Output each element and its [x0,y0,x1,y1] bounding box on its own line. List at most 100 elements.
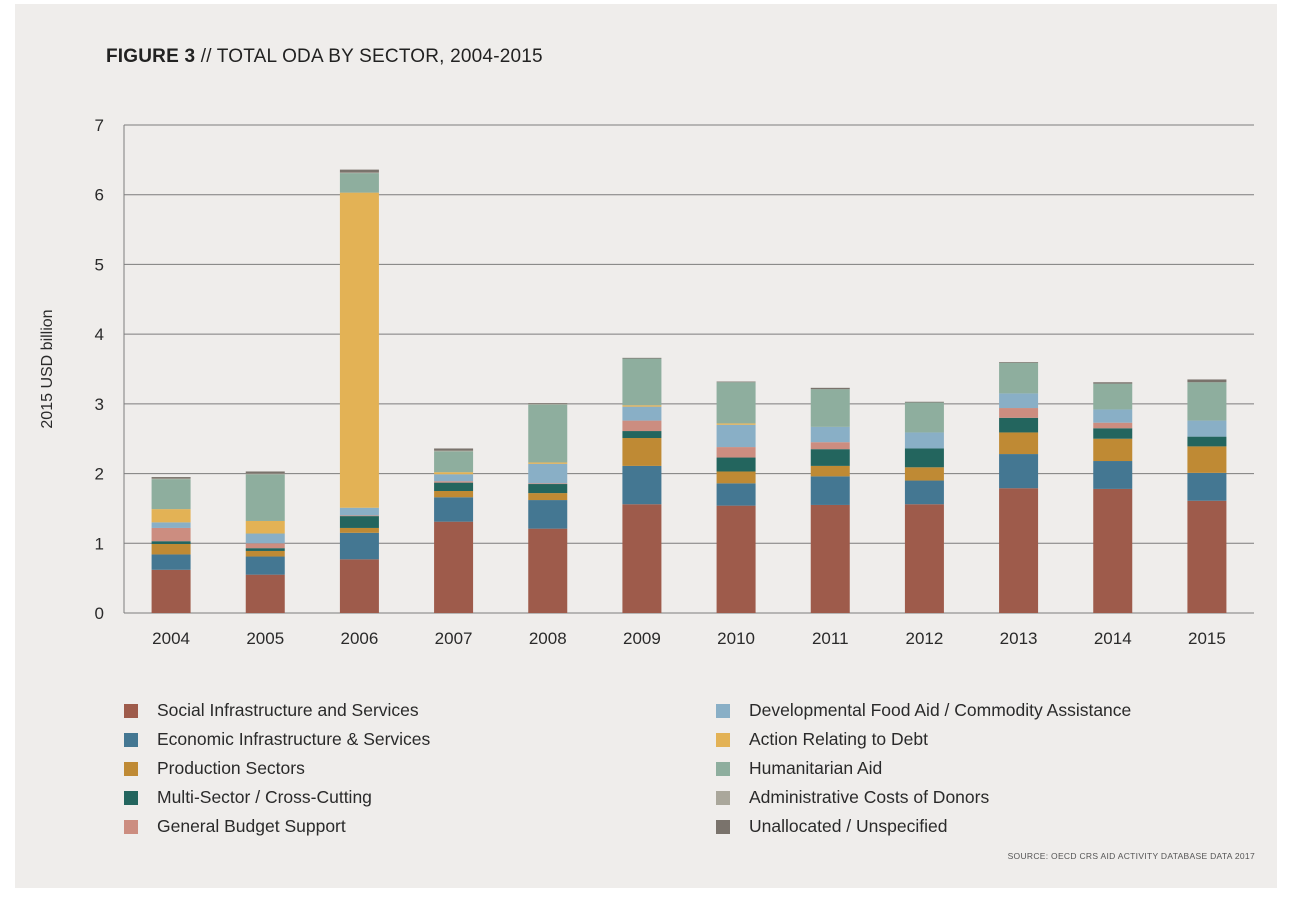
legend-item: Production Sectors [124,754,430,783]
legend-label: Production Sectors [157,758,305,778]
bar-segment [245,533,285,544]
bar-segment [245,543,285,549]
bar-segment [1093,428,1133,439]
y-tick-label: 4 [95,325,104,344]
bar-segment [434,482,474,491]
bar-segment [904,402,944,433]
bar-segment [716,447,756,458]
legend-swatch [716,819,730,834]
bar-segment [245,556,285,575]
bar-segment [1093,382,1133,384]
y-tick-label: 3 [95,395,104,414]
legend-item: Developmental Food Aid / Commodity Assis… [716,696,1131,725]
figure-title: FIGURE 3 // TOTAL ODA BY SECTOR, 2004-20… [106,46,543,68]
bar-segment [810,504,850,613]
bar-segment [1187,446,1227,473]
bar-segment [528,484,568,494]
bar-segment [528,403,568,404]
bar-segment [716,457,756,472]
legend-item: Social Infrastructure and Services [124,696,430,725]
bar-segment [434,491,474,498]
legend-label: General Budget Support [157,816,346,836]
bar-segment [245,474,285,521]
bar-segment [810,387,850,390]
bar-segment [151,569,191,613]
bar-segment [528,500,568,529]
legend-label: Social Infrastructure and Services [157,700,419,720]
bar-segment [245,520,285,534]
bar-segment [434,450,474,452]
bar-segment [151,479,191,510]
bar-segment [904,467,944,481]
bar-segment [810,465,850,477]
bar-segment [339,173,379,193]
bar-segment [1093,488,1133,613]
bar-segment [151,554,191,570]
bar-segment [622,357,662,359]
bar-segment [528,404,568,463]
bar-segment [999,417,1039,433]
bar-segment [151,477,191,479]
bar-segment [1187,500,1227,613]
bar-segment [716,424,756,448]
bar-segment [622,405,662,407]
bar-segment [716,471,756,484]
bar-segment [904,432,944,449]
bar-segment [1187,379,1227,383]
bar-segment [434,474,474,482]
bar-segment [1093,409,1133,423]
figure-title-text: // TOTAL ODA BY SECTOR, 2004-2015 [200,46,543,67]
figure-label: FIGURE 3 [106,46,196,67]
bar-segment [622,420,662,432]
bar-segment [151,478,191,480]
bar-segment [245,473,285,475]
bar-segment [904,448,944,468]
bar-segment [434,497,474,522]
bar-segment [810,442,850,450]
x-tick-label: 2006 [341,629,379,648]
bar-segment [716,483,756,506]
bar-segment [528,483,568,485]
x-tick-label: 2010 [717,629,755,648]
bar-segment [245,550,285,557]
legend-swatch [716,761,730,776]
bar-segment [716,505,756,613]
bar-segment [339,507,379,516]
bar-segment [810,476,850,505]
bar-segment [151,522,191,528]
bar-segment [339,192,379,508]
bar-segment [1093,438,1133,462]
y-tick-label: 1 [95,534,104,553]
bar-segment [999,488,1039,613]
source-note: SOURCE: OECD CRS AID ACTIVITY DATABASE D… [1007,851,1255,861]
legend-swatch [124,819,138,834]
bar-segment [528,462,568,464]
y-axis-label: 2015 USD billion [39,309,56,428]
bar-segment [339,169,379,173]
legend-item: General Budget Support [124,812,430,841]
bar-segment [528,528,568,613]
bar-segment [151,541,191,544]
bar-segment [1187,472,1227,501]
x-tick-label: 2013 [1000,629,1038,648]
bar-segment [904,401,944,403]
bar-segment [999,432,1039,455]
y-tick-label: 7 [95,116,104,135]
y-tick-label: 5 [95,255,104,274]
legend-label: Economic Infrastructure & Services [157,729,431,749]
bar-segment [339,532,379,560]
x-tick-label: 2014 [1094,629,1132,648]
x-tick-label: 2007 [435,629,473,648]
bar-segment [245,548,285,551]
legend-label: Action Relating to Debt [749,729,928,749]
legend-item: Action Relating to Debt [716,725,1131,754]
bar-segment [622,431,662,439]
bar-segment [999,362,1039,363]
bar-segment [716,382,756,424]
y-tick-label: 2 [95,465,104,484]
legend-item: Multi-Sector / Cross-Cutting [124,783,430,812]
legend-left-column: Social Infrastructure and Services Econom… [124,696,430,841]
bar-segment [716,423,756,425]
bar-segment [339,516,379,528]
